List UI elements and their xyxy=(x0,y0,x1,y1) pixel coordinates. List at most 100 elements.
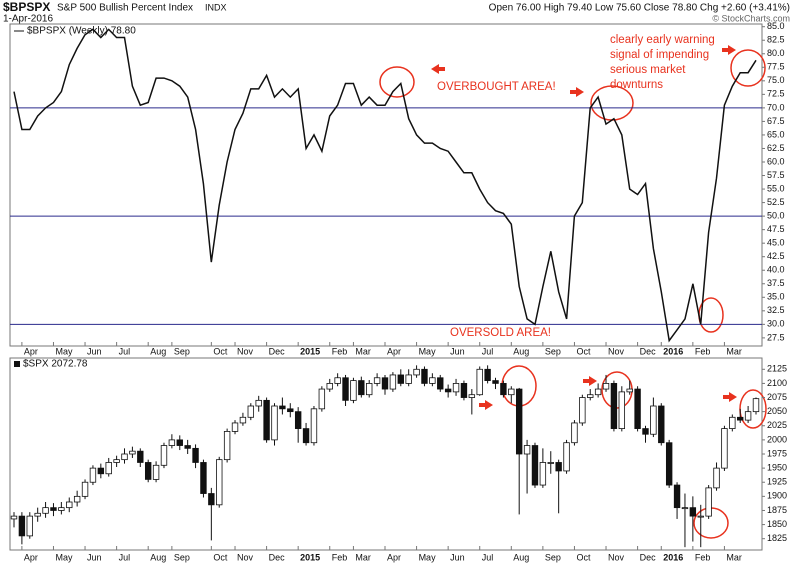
candle-body xyxy=(129,450,136,455)
candle-body xyxy=(58,507,65,511)
candle-body xyxy=(208,493,215,506)
candle-body xyxy=(579,397,586,424)
candle-body xyxy=(642,428,649,435)
candle-body xyxy=(476,368,483,396)
candle-body xyxy=(650,405,657,435)
candle-body xyxy=(721,428,728,469)
legend-entry: $BPSPX (Weekly) 78.80 xyxy=(27,26,136,37)
candle-body xyxy=(602,383,610,390)
candle-body xyxy=(263,399,270,441)
date: 1-Apr-2016 xyxy=(3,14,53,25)
candle-body xyxy=(216,459,223,506)
candle-body xyxy=(152,464,160,480)
x-tick-label: May xyxy=(419,552,437,562)
x-tick-label: May xyxy=(419,346,437,356)
x-tick-label: Jun xyxy=(450,346,465,356)
x-tick-label: Dec xyxy=(269,346,286,356)
y-tick-label: 35.0 xyxy=(767,292,785,302)
y-tick-label: 1850 xyxy=(767,519,787,529)
candle-body xyxy=(334,377,341,384)
candle-body xyxy=(121,453,128,461)
y-tick-label: 1925 xyxy=(767,477,787,487)
y-tick-label: 2100 xyxy=(767,378,787,388)
candle-body xyxy=(26,515,33,537)
candle-body xyxy=(160,445,168,466)
x-tick-label: Apr xyxy=(387,346,401,356)
annotation: OVERSOLD AREA! xyxy=(450,327,551,339)
annotation: clearly early warning xyxy=(610,34,715,46)
x-tick-label: Oct xyxy=(213,552,228,562)
candle-body xyxy=(665,442,673,486)
y-tick-label: 1825 xyxy=(767,533,787,543)
candle-body xyxy=(50,507,57,511)
candle-body xyxy=(113,459,120,463)
quote: Open 76.00 High 79.40 Low 75.60 Close 78… xyxy=(489,3,790,14)
y-tick-label: 1900 xyxy=(767,491,787,501)
y-tick-label: 2075 xyxy=(767,392,787,402)
annotation: OVERBOUGHT AREA! xyxy=(437,81,556,93)
candle-body xyxy=(689,507,697,517)
x-tick-label: Apr xyxy=(387,552,401,562)
y-tick-label: 40.0 xyxy=(767,265,785,275)
candle-body xyxy=(563,442,570,472)
y-tick-label: 32.5 xyxy=(767,305,785,315)
candle-body xyxy=(531,445,539,486)
candle-body xyxy=(508,388,515,396)
x-tick-label: Feb xyxy=(695,552,711,562)
annotation: downturns xyxy=(610,79,663,91)
data-line xyxy=(13,28,757,343)
candle-body xyxy=(587,394,594,398)
candle-body xyxy=(413,368,420,376)
candle-body xyxy=(137,450,144,463)
y-tick-label: 1875 xyxy=(767,505,787,515)
x-tick-label: Feb xyxy=(332,346,348,356)
candle-body xyxy=(176,439,183,446)
x-tick-label: 2016 xyxy=(663,346,683,356)
candle-body xyxy=(673,484,681,509)
x-tick-label: Nov xyxy=(608,346,625,356)
x-tick-label: Dec xyxy=(640,552,657,562)
y-tick-label: 42.5 xyxy=(767,251,785,261)
x-tick-label: Aug xyxy=(513,552,529,562)
candle-body xyxy=(350,380,357,401)
candle-body xyxy=(223,431,231,461)
x-tick-label: Nov xyxy=(608,552,625,562)
y-tick-label: 80.0 xyxy=(767,48,785,58)
candle-body xyxy=(42,507,49,514)
legend-swatch xyxy=(14,361,20,367)
candle-body xyxy=(89,467,97,483)
x-tick-label: Aug xyxy=(150,346,166,356)
candle-body xyxy=(705,487,712,517)
candle-body xyxy=(326,383,333,390)
candle-body xyxy=(255,399,262,407)
candle-body xyxy=(618,391,626,429)
x-tick-label: Jul xyxy=(119,346,131,356)
x-tick-label: Dec xyxy=(640,346,657,356)
candle-body xyxy=(105,462,112,475)
candle-body xyxy=(231,422,239,432)
x-tick-label: May xyxy=(55,552,73,562)
x-tick-label: Sep xyxy=(174,552,190,562)
y-tick-label: 50.0 xyxy=(767,210,785,220)
x-tick-label: 2015 xyxy=(300,346,320,356)
x-tick-label: Jun xyxy=(87,552,102,562)
candle-body xyxy=(279,405,286,410)
candle-body xyxy=(713,467,720,489)
candle-body xyxy=(610,383,618,429)
candle-body xyxy=(389,374,397,390)
x-tick-label: Oct xyxy=(576,552,591,562)
x-tick-label: Nov xyxy=(237,552,254,562)
x-tick-label: Apr xyxy=(24,346,38,356)
candle-body xyxy=(247,405,255,418)
candle-body xyxy=(405,374,412,384)
x-tick-label: 2015 xyxy=(300,552,320,562)
y-tick-label: 2125 xyxy=(767,364,787,374)
x-tick-label: Jul xyxy=(482,346,494,356)
candle-body xyxy=(681,507,689,510)
x-tick-label: Aug xyxy=(150,552,166,562)
y-tick-label: 85.0 xyxy=(767,21,785,31)
candle-body xyxy=(492,380,499,384)
candle-body xyxy=(744,411,752,421)
candle-body xyxy=(452,383,460,393)
